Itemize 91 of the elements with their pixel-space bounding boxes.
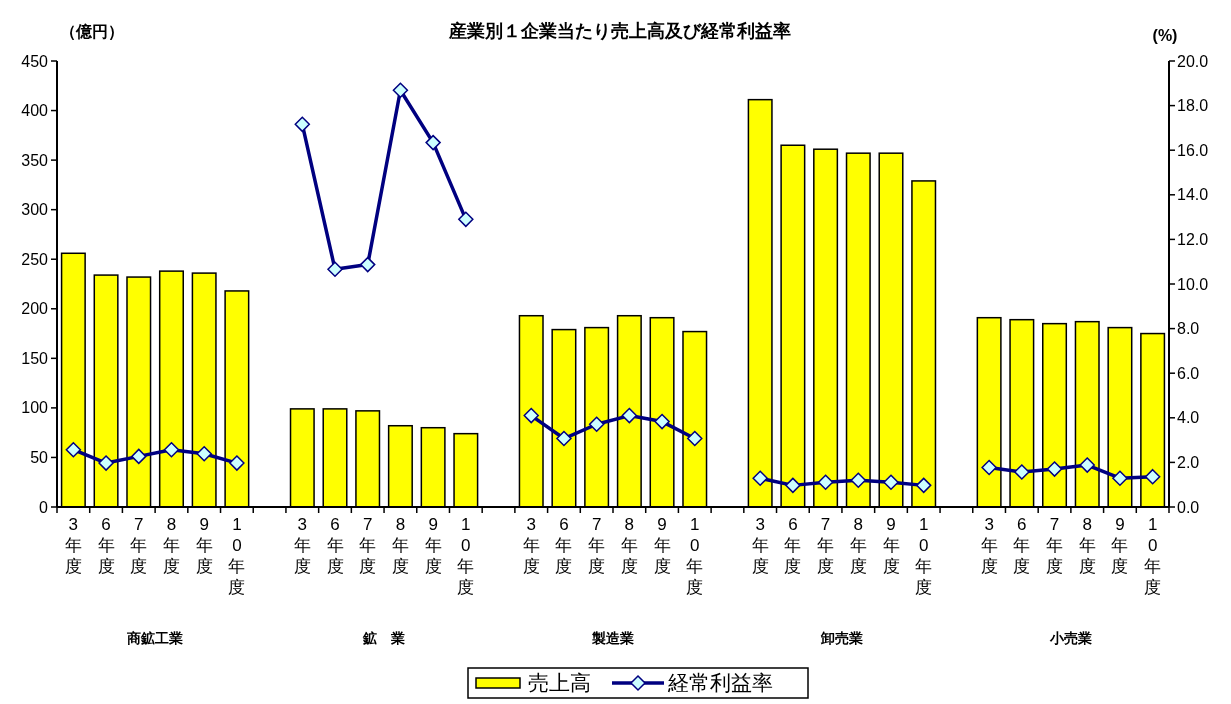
y2-tick-label: 10.0 — [1177, 275, 1209, 293]
point — [1046, 461, 1063, 477]
x-tick-label: 3年度 — [64, 515, 82, 576]
point — [131, 448, 147, 465]
point — [359, 256, 376, 273]
y2-axis-title: (%) — [1152, 27, 1178, 44]
x-tick-label: 8年度 — [1078, 515, 1096, 576]
point — [850, 472, 867, 488]
point — [294, 116, 311, 133]
point — [327, 261, 343, 278]
y2-tick-label: 8.0 — [1177, 320, 1200, 338]
x-tick-label: 9年度 — [653, 515, 671, 576]
point — [556, 430, 572, 447]
point — [1014, 464, 1030, 480]
x-tick-label: 6年度 — [326, 515, 344, 576]
y2-tick-label: 12.0 — [1177, 231, 1209, 248]
y-tick-label: 50 — [30, 449, 49, 467]
x-tick-label: 6年度 — [784, 515, 802, 576]
y-tick-label: 350 — [21, 151, 49, 169]
y-tick-label: 400 — [21, 102, 49, 120]
x-tick-label: 8年度 — [849, 515, 867, 576]
y2-tick-label: 20.0 — [1177, 52, 1209, 70]
legend-label: 売上高 — [528, 671, 591, 694]
text: 製造業 — [591, 630, 634, 646]
x-tick-label: 9年度 — [424, 515, 442, 576]
point — [785, 477, 801, 494]
x-tick-label: 10年度 — [686, 515, 704, 597]
point — [883, 474, 899, 490]
x-tick-label: 3年度 — [751, 515, 769, 576]
point — [425, 134, 441, 151]
text: 小売業 — [1048, 630, 1092, 646]
point — [1079, 457, 1095, 473]
x-tick-label: 8年度 — [620, 515, 638, 576]
y2-tick-label: 14.0 — [1177, 186, 1209, 204]
x-tick-label: 10年度 — [457, 515, 475, 597]
y2-tick-label: 0.0 — [1177, 498, 1200, 516]
point — [98, 455, 114, 471]
point — [981, 459, 997, 476]
text: 卸売業 — [819, 630, 863, 646]
x-tick-label: 9年度 — [882, 515, 900, 576]
x-tick-label: 9年度 — [1111, 515, 1129, 576]
y2-tick-label: 4.0 — [1177, 409, 1200, 427]
point — [817, 474, 834, 490]
y-tick-label: 100 — [21, 399, 49, 417]
point — [523, 407, 539, 424]
x-tick-label: 8年度 — [391, 515, 409, 576]
point — [458, 211, 474, 228]
point — [65, 441, 82, 458]
point — [752, 470, 768, 486]
y-tick-label: 0 — [39, 498, 49, 516]
y-axis-title: （億円） — [60, 23, 124, 41]
x-tick-label: 3年度 — [980, 515, 998, 576]
point — [687, 430, 703, 447]
x-tick-label: 10年度 — [915, 515, 933, 597]
point — [196, 445, 212, 462]
x-tick-label: 6年度 — [1013, 515, 1031, 576]
legend-label: 経常利益率 — [667, 671, 773, 694]
x-tick-label: 10年度 — [228, 515, 246, 597]
point — [915, 477, 932, 494]
x-tick-label: 6年度 — [97, 515, 115, 576]
x-tick-label: 9年度 — [195, 515, 213, 576]
x-tick-label: 7年度 — [359, 515, 377, 576]
x-tick-label: 10年度 — [1144, 515, 1162, 597]
y2-tick-label: 16.0 — [1177, 141, 1209, 159]
point — [654, 413, 670, 430]
chart-title: 産業別１企業当たり売上高及び経常利益率 — [448, 21, 791, 41]
x-tick-label: 7年度 — [130, 515, 148, 576]
point — [229, 455, 245, 471]
point — [588, 416, 605, 433]
x-tick-label: 6年度 — [555, 515, 573, 576]
y2-tick-label: 2.0 — [1177, 454, 1200, 471]
text: 商鉱工業 — [126, 630, 184, 646]
x-tick-label: 7年度 — [817, 515, 835, 576]
y2-tick-label: 18.0 — [1177, 97, 1209, 115]
point — [1144, 468, 1161, 485]
point — [621, 407, 638, 424]
point — [163, 441, 180, 458]
y-tick-label: 200 — [21, 300, 49, 318]
y-tick-label: 450 — [21, 52, 49, 70]
y-tick-label: 250 — [21, 250, 49, 268]
x-tick-label: 7年度 — [588, 515, 606, 576]
y-tick-label: 150 — [21, 349, 49, 367]
x-tick-label: 8年度 — [162, 515, 180, 576]
point — [1112, 470, 1128, 486]
point — [392, 82, 409, 98]
x-tick-label: 7年度 — [1046, 515, 1064, 576]
x-tick-label: 3年度 — [293, 515, 311, 576]
text: 鉱 業 — [362, 630, 406, 646]
x-tick-label: 3年度 — [522, 515, 540, 576]
y2-tick-label: 6.0 — [1177, 364, 1200, 382]
y-tick-label: 300 — [21, 201, 49, 219]
